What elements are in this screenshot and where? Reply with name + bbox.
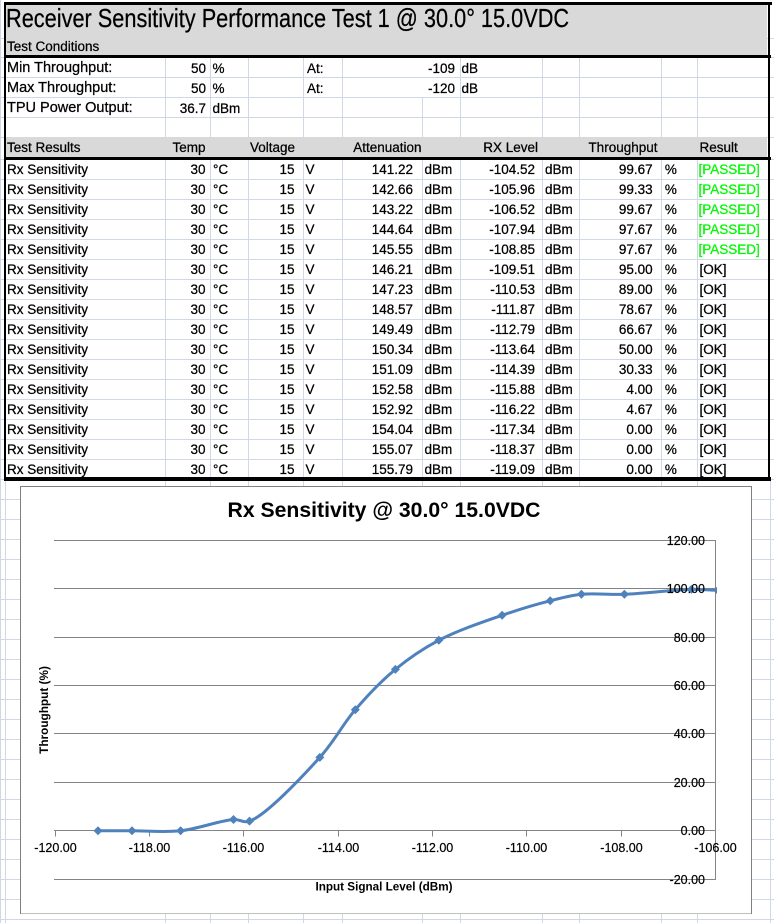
svg-text:-20.00: -20.00 (669, 873, 704, 887)
svg-text:-116.00: -116.00 (222, 841, 264, 855)
svg-text:-110.00: -110.00 (505, 841, 547, 855)
svg-text:-106.00: -106.00 (694, 841, 736, 855)
svg-text:0.00: 0.00 (680, 824, 704, 838)
svg-text:-112.00: -112.00 (411, 841, 453, 855)
svg-text:-118.00: -118.00 (128, 841, 170, 855)
svg-text:-108.00: -108.00 (600, 841, 642, 855)
svg-text:60.00: 60.00 (673, 679, 704, 693)
svg-text:80.00: 80.00 (673, 631, 704, 645)
svg-text:Rx Sensitivity @ 30.0° 15.0VDC: Rx Sensitivity @ 30.0° 15.0VDC (227, 499, 540, 522)
svg-text:100.00: 100.00 (666, 582, 704, 596)
svg-text:Throughput (%): Throughput (%) (37, 666, 51, 754)
svg-text:40.00: 40.00 (673, 727, 704, 741)
svg-text:-120.00: -120.00 (34, 841, 76, 855)
svg-text:Input Signal Level (dBm): Input Signal Level (dBm) (315, 880, 452, 893)
svg-text:120.00: 120.00 (666, 534, 704, 548)
svg-text:20.00: 20.00 (673, 776, 704, 790)
svg-text:-114.00: -114.00 (317, 841, 359, 855)
